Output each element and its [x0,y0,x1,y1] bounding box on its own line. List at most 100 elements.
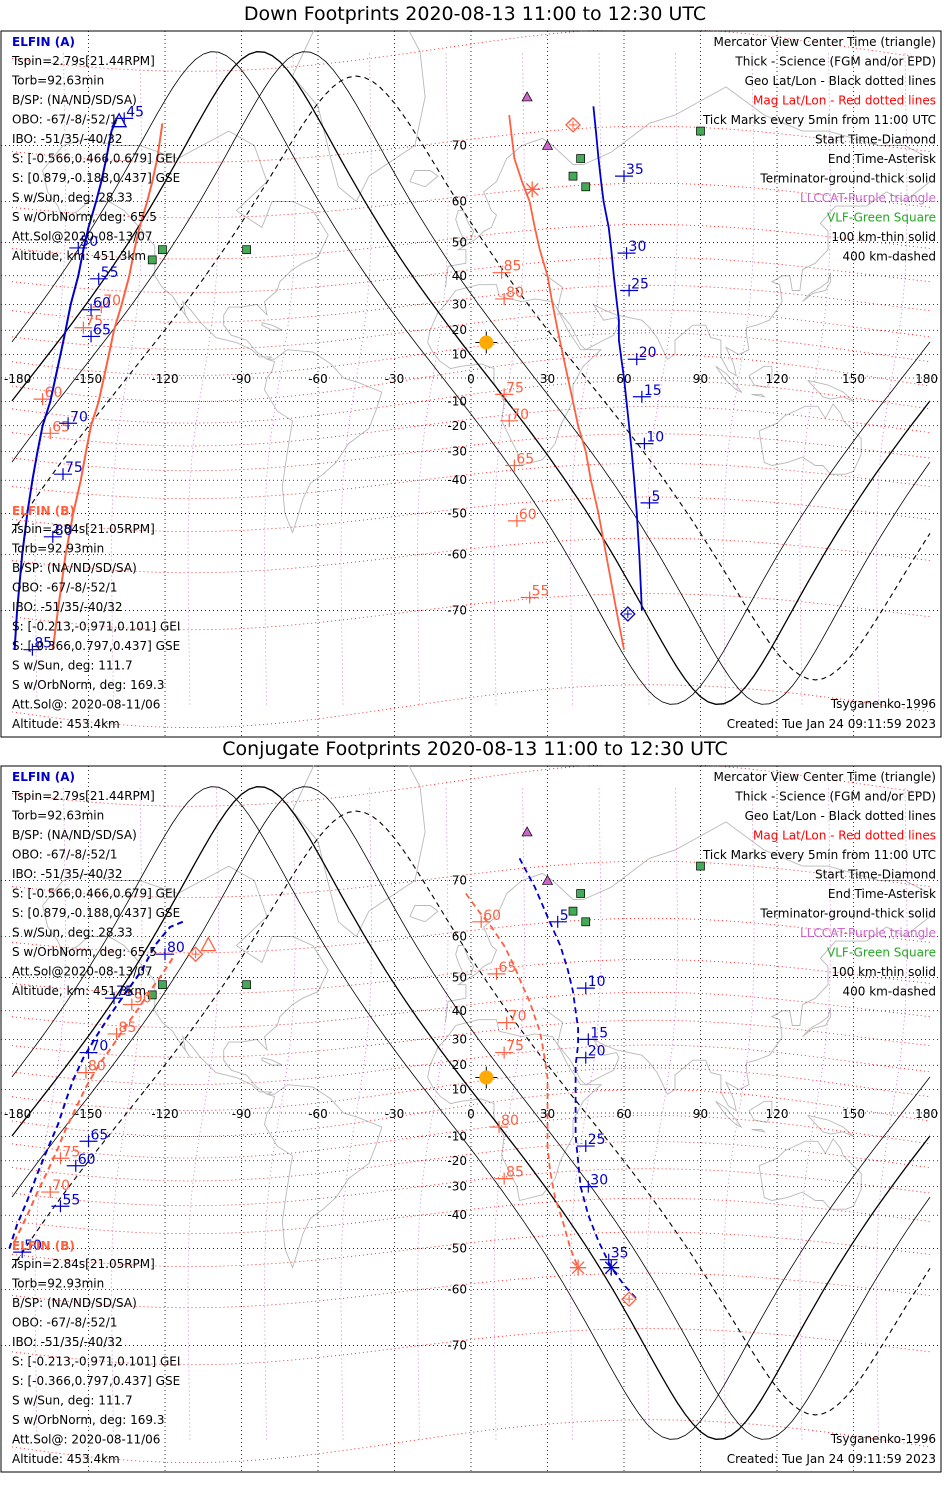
conj-terminator [11,786,931,1440]
conj-elfin-a-info: ELFIN (A) Tspin=2.79s[21.44RPM] Torb=92.63… [11,770,180,998]
down-time-markers [111,112,636,622]
conj-lon-tick-label: -180 [4,1107,31,1121]
llccat-site-marker [521,91,533,102]
elfin-a-info-line: S w/Sun, deg: 28.33 [12,191,133,205]
legend-entry: Thick - Science (FGM and/or EPD) [734,55,936,69]
elfin-a-info-line: Tspin=2.79s[21.44RPM] [11,789,155,803]
down-track-c: 85 80 75 70 65 60 55 [492,114,625,650]
vlf-site-marker [158,980,167,990]
llccat-site-marker [521,826,533,837]
conj-lon-tick-labels: -180 -150 -120 -90 -60 -30 0 30 60 90 120 150 180 [4,1107,938,1121]
conj-lat-tick-labels: 70 60 50 40 30 20 10 -10 -20 -30 -40 -50 -60 -70 [447,873,467,1352]
down-lat-tick-label: 70 [452,138,467,152]
track-time-label: 85 [34,636,52,652]
down-footprints-map: 70605040302010-10-20-30-40-50-60-70-180-… [0,30,942,738]
end-asterisk-marker [603,1259,620,1276]
down-lon-tick-label: 150 [842,372,865,386]
end-asterisk-marker [570,1259,587,1276]
track-time-label: 65 [91,1127,109,1143]
track-time-label: 80 [88,1059,106,1075]
track-time-label: 10 [588,974,606,990]
down-lat-tick-label: -20 [447,419,467,433]
elfin-a-info-line: B/SP: (NA/ND/SD/SA) [12,828,137,842]
elfin-b-info-line: S w/OrbNorm, deg: 169.3 [12,678,164,692]
start-diamond-marker [621,1291,638,1308]
down-lon-tick-labels: -180 -150 -120 -90 -60 -30 0 30 60 90 120 150 180 [4,372,938,386]
elfin-a-info-line: S w/Sun, deg: 28.33 [12,926,133,940]
track-time-label: 45 [126,104,144,120]
down-lat-tick-label: 20 [452,323,467,337]
conj-lat-tick-label: 60 [452,930,467,944]
elfin-a-info-line: IBO: -51/35/-40/32 [12,132,123,146]
vlf-site-marker [576,154,586,163]
down-mag-grid [11,30,931,729]
down-lat-tick-labels: 70 60 50 40 30 20 10 -10 -20 -30 -40 -50 -60 -70 [447,138,467,617]
vlf-site-marker [696,861,705,871]
elfin-b-info-line: Tspin=2.84s[21.05RPM] [11,1257,155,1271]
elfin-b-info-line: Altitude: 453.4km [12,1452,120,1466]
conj-lat-tick-label: -50 [447,1241,467,1255]
track-time-label: 85 [504,259,522,275]
elfin-b-info-line: Torb=92.93min [11,542,104,556]
track-time-label: 10 [646,430,664,446]
legend-entry: 400 km-dashed [842,250,936,264]
elfin-b-info-line: Altitude: 453.4km [12,717,120,731]
legend-entry: 400 km-dashed [842,985,936,999]
down-lon-tick-label: -60 [308,372,328,386]
elfin-b-info-line: B/SP: (NA/ND/SD/SA) [12,1296,137,1310]
track-time-label: 70 [52,1178,70,1194]
conj-lat-tick-label: 20 [452,1058,467,1072]
track-time-label: 5 [560,908,569,924]
elfin-b-info-line: S: [-0.366,0.797,0.437] GSE [12,639,180,653]
elfin-b-info-line: S: [-0.213,-0.971,0.101] GEI [12,1355,180,1369]
legend-entry: Terminator-ground-thick solid [759,172,936,186]
track-time-label: 60 [78,1152,96,1168]
legend-entry: End Time-Asterisk [828,887,936,901]
conj-lon-tick-label: 120 [766,1107,789,1121]
conj-track-b: 90 85 80 75 70 [13,957,174,1242]
elfin-b-info-line: OBO: -67/-8/-52/1 [12,1316,118,1330]
conj-lon-tick-label: -90 [232,1107,252,1121]
elfin-a-name: ELFIN (A) [12,770,75,784]
conj-lon-tick-label: -30 [385,1107,405,1121]
down-legend: Mercator View Center Time (triangle) Thic… [702,35,936,264]
elfin-b-info-line: Tspin=2.84s[21.05RPM] [11,522,155,536]
legend-entry: Thick - Science (FGM and/or EPD) [734,790,936,804]
conjugate-footprints-map: 70605040302010-10-20-30-40-50-60-70-180-… [0,765,942,1473]
conj-lat-tick-label: 50 [452,971,467,985]
track-time-label: 80 [167,940,185,956]
down-lon-tick-label: -120 [151,372,178,386]
legend-entry: Mercator View Center Time (triangle) [714,770,936,784]
conj-lat-tick-label: -10 [447,1130,467,1144]
conj-lon-tick-label: -120 [151,1107,178,1121]
elfin-b-info-line: Torb=92.93min [11,1277,104,1291]
track-time-label: 50 [24,1238,42,1254]
center-time-triangle [200,936,217,952]
elfin-a-info-line: S w/OrbNorm, deg: 65.5 [12,210,157,224]
elfin-a-info-line: Att.Sol@2020-08-13/07 [12,965,153,979]
conj-lat-tick-label: 30 [452,1032,467,1046]
track-time-label: 75 [116,984,134,1000]
conj-lon-tick-label: -150 [75,1107,102,1121]
elfin-a-info-line: Att.Sol@2020-08-13/07 [12,230,153,244]
elfin-b-info-line: Att.Sol@: 2020-08-11/06 [12,698,160,712]
track-time-label: 30 [590,1173,608,1189]
conj-lat-tick-label: -60 [447,1282,467,1296]
elfin-a-info-line: Altitude, km: 451.3km [12,249,146,263]
down-sun-icon [475,331,498,354]
track-time-label: 80 [506,285,524,301]
track-time-label: 60 [93,296,111,312]
conj-lat-tick-label: -20 [447,1154,467,1168]
legend-entry: LLCCAT-Purple triangle [800,191,936,205]
start-diamond-marker [187,946,204,963]
track-time-label: 60 [483,908,501,924]
down-lat-tick-label: -40 [447,473,467,487]
track-time-label: 35 [611,1246,629,1262]
conj-lat-tick-label: -40 [447,1208,467,1222]
elfin-b-name: ELFIN (B) [12,1239,75,1253]
elfin-a-info-line: OBO: -67/-8/-52/1 [12,113,118,127]
down-lat-tick-label: 50 [452,236,467,250]
track-time-label: 55 [532,583,550,599]
down-lon-tick-label: -30 [385,372,405,386]
vlf-site-marker [581,182,591,192]
